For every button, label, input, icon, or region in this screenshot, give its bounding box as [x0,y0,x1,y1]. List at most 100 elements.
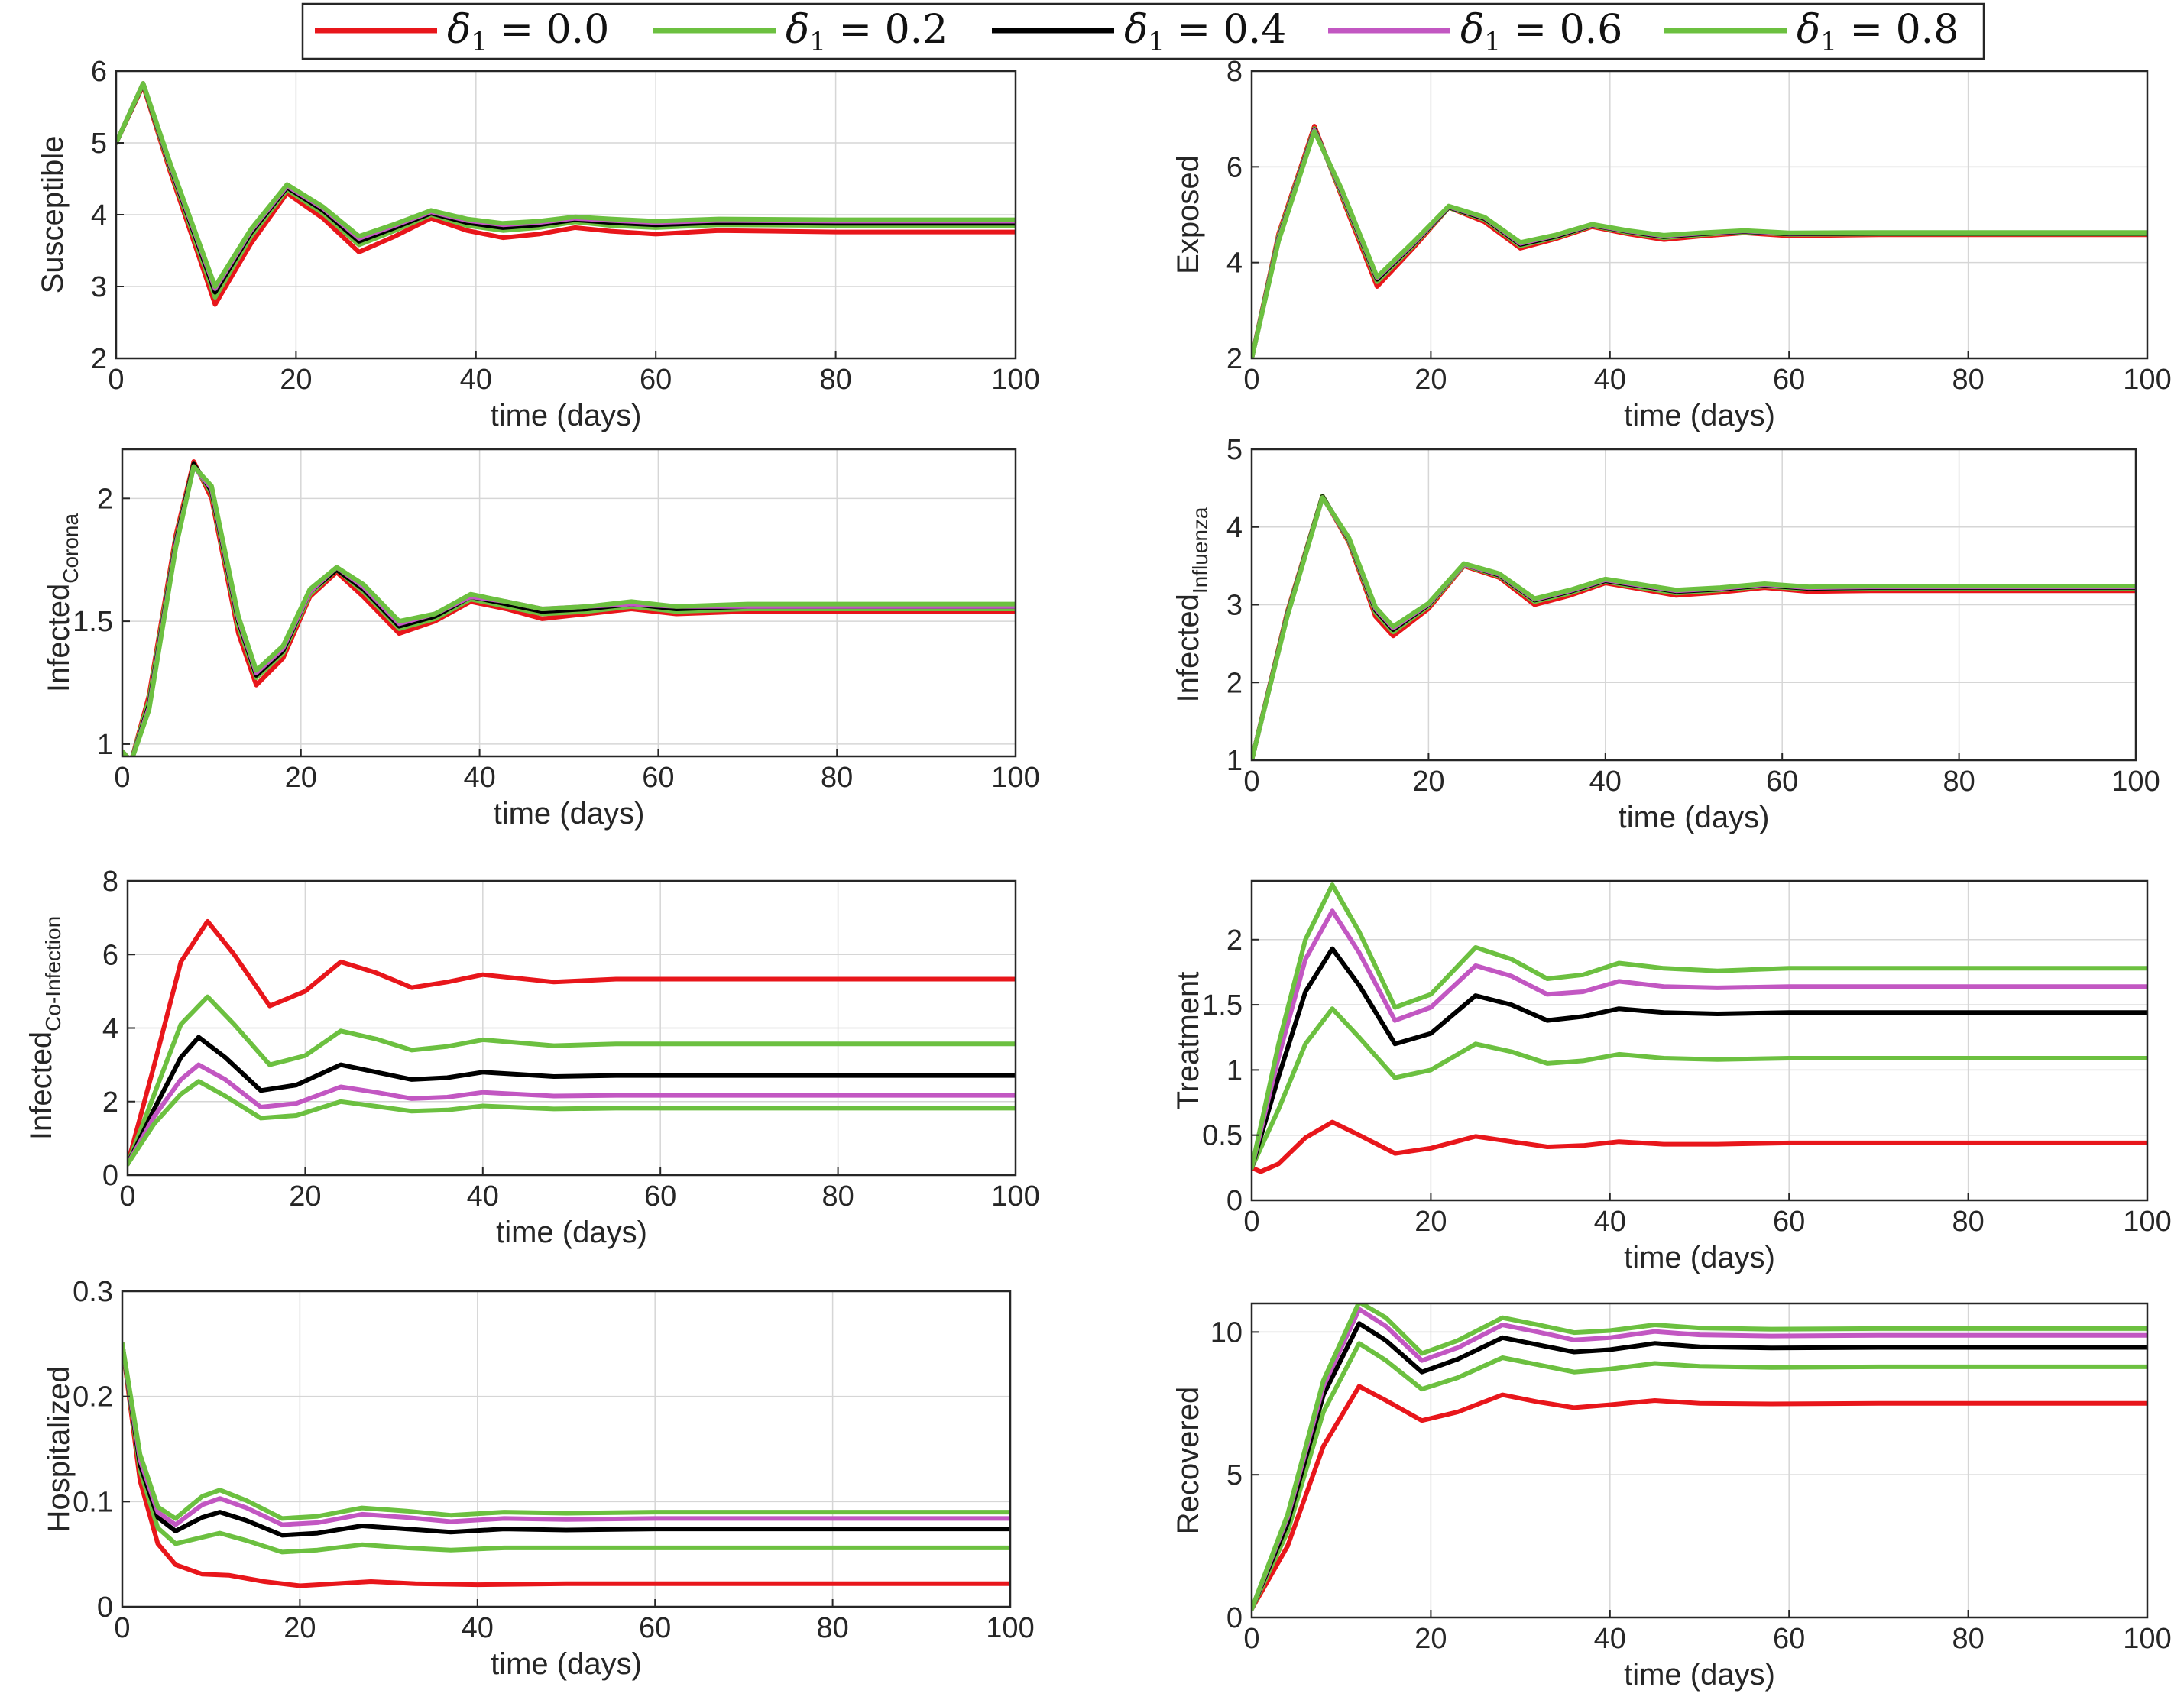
series-line-3 [1252,1307,2147,1611]
y-tick-label: 6 [91,56,107,88]
x-axis-label: time (days) [496,1216,647,1249]
y-axis-label: Recovered [1171,1387,1205,1534]
series-line-4 [1252,882,2147,1171]
plot-area [1252,71,2147,358]
series-line-0 [128,918,1016,1167]
series-line-0 [122,1341,1010,1588]
x-tick-label: 0 [119,1180,135,1213]
y-axis-label: InfectedInfluenza [1171,507,1212,702]
series-line-0 [1252,1119,2147,1174]
x-tick-label: 40 [1594,1623,1626,1655]
series-line-2 [1252,946,2147,1171]
y-tick-label: 0.5 [1202,1120,1243,1152]
series-line-2 [122,1341,1010,1538]
x-tick-label: 100 [991,1180,1039,1213]
y-tick-label: 2 [97,483,113,515]
x-tick-label: 80 [821,1180,854,1213]
x-tick-label: 40 [467,1180,499,1213]
x-tick-label: 0 [108,364,124,396]
y-tick-label: 4 [102,1013,118,1045]
y-tick-label: 4 [1226,512,1243,544]
x-tick-label: 0 [1243,1206,1259,1238]
y-axis-label: InfectedCorona [42,513,83,692]
x-tick-label: 60 [1773,364,1805,396]
x-tick-label: 60 [644,1180,676,1213]
x-tick-label: 40 [1589,766,1622,798]
series-line-4 [1252,495,2136,760]
x-tick-label: 20 [284,1612,316,1644]
x-tick-label: 0 [1243,766,1259,798]
y-tick-label: 0 [102,1160,118,1192]
series-line-1 [122,1341,1010,1555]
y-tick-label: 3 [1226,590,1243,622]
series-line-2 [128,1035,1016,1167]
x-tick-label: 0 [1243,1623,1259,1655]
x-axis-label: time (days) [1624,399,1775,432]
y-tick-label: 3 [91,271,107,303]
series-line-4 [122,464,1016,756]
series-line-2 [1252,1321,2147,1611]
x-axis-label: time (days) [1619,801,1770,834]
x-tick-label: 80 [821,762,853,794]
x-tick-label: 20 [1414,1623,1447,1655]
x-tick-label: 60 [642,762,674,794]
x-tick-label: 40 [460,364,492,396]
panel-infected-co-infection: 0 20 40 60 80 100 0 2 4 6 8 time (days) InfectedCo-I… [24,866,1040,1249]
x-tick-label: 20 [1414,364,1447,396]
y-tick-label: 1 [1226,745,1243,777]
x-tick-label: 20 [289,1180,321,1213]
x-tick-label: 0 [114,1612,130,1644]
series-line-1 [128,994,1016,1167]
y-tick-label: 2 [1226,924,1243,957]
x-tick-label: 60 [1766,766,1798,798]
y-tick-label: 10 [1210,1316,1243,1349]
series-line-0 [116,83,1016,307]
x-tick-label: 20 [1412,766,1444,798]
y-tick-label: 1.5 [1202,989,1243,1022]
series-line-3 [122,1341,1010,1527]
axes-frame [121,1290,1012,1608]
panel-exposed: 0 20 40 60 80 100 2 4 6 8 time (days) Exposed [1171,56,2172,432]
y-tick-label: 2 [102,1086,118,1119]
y-tick-label: 2 [1226,667,1243,699]
x-tick-label: 20 [280,364,312,396]
y-axis-label: Susceptible [36,136,70,294]
y-tick-label: 5 [1226,1459,1243,1491]
y-tick-label: 5 [91,128,107,160]
x-axis-label: time (days) [491,399,642,432]
y-tick-label: 8 [102,866,118,898]
x-tick-label: 100 [2111,766,2160,798]
x-tick-label: 60 [1773,1206,1805,1238]
series-line-0 [1252,1384,2147,1611]
x-tick-label: 100 [2123,364,2171,396]
x-tick-label: 80 [816,1612,848,1644]
series-line-4 [1252,129,2147,358]
panel-hospitalized: 0 20 40 60 80 100 0 0.1 0.2 0.3 time (days) Hospita… [42,1276,1035,1681]
x-tick-label: 100 [986,1612,1034,1644]
series-line-4 [128,1079,1016,1167]
y-tick-label: 0.2 [73,1381,113,1413]
panel-susceptible: 0 20 40 60 80 100 2 3 4 5 6 time (days) Susceptible [36,56,1040,432]
y-axis-label: Exposed [1171,155,1205,274]
plot-area [1252,881,2147,1200]
y-tick-label: 0 [97,1592,113,1624]
x-tick-label: 40 [463,762,495,794]
x-tick-label: 100 [991,364,1039,396]
series-line-1 [1252,1006,2147,1171]
y-tick-label: 1 [97,729,113,761]
legend: δ1 = 0.0 δ1 = 0.2 δ1 = 0.4 δ1 = 0.6 δ1 = 0.8 [301,2,1985,60]
y-tick-label: 0 [1226,1185,1243,1217]
series-line-3 [128,1062,1016,1167]
y-axis-label: InfectedCo-Infection [24,916,65,1140]
y-axis-label: Hospitalized [42,1366,76,1533]
y-tick-label: 2 [1226,343,1243,375]
x-tick-label: 80 [819,364,851,396]
x-tick-label: 100 [991,762,1039,794]
y-tick-label: 4 [91,199,107,232]
y-tick-label: 6 [102,939,118,971]
legend-label-0: δ1 = 0.0 [447,7,609,57]
series-line-4 [122,1341,1010,1521]
y-tick-label: 0.3 [73,1276,113,1308]
x-tick-label: 80 [1952,1623,1984,1655]
